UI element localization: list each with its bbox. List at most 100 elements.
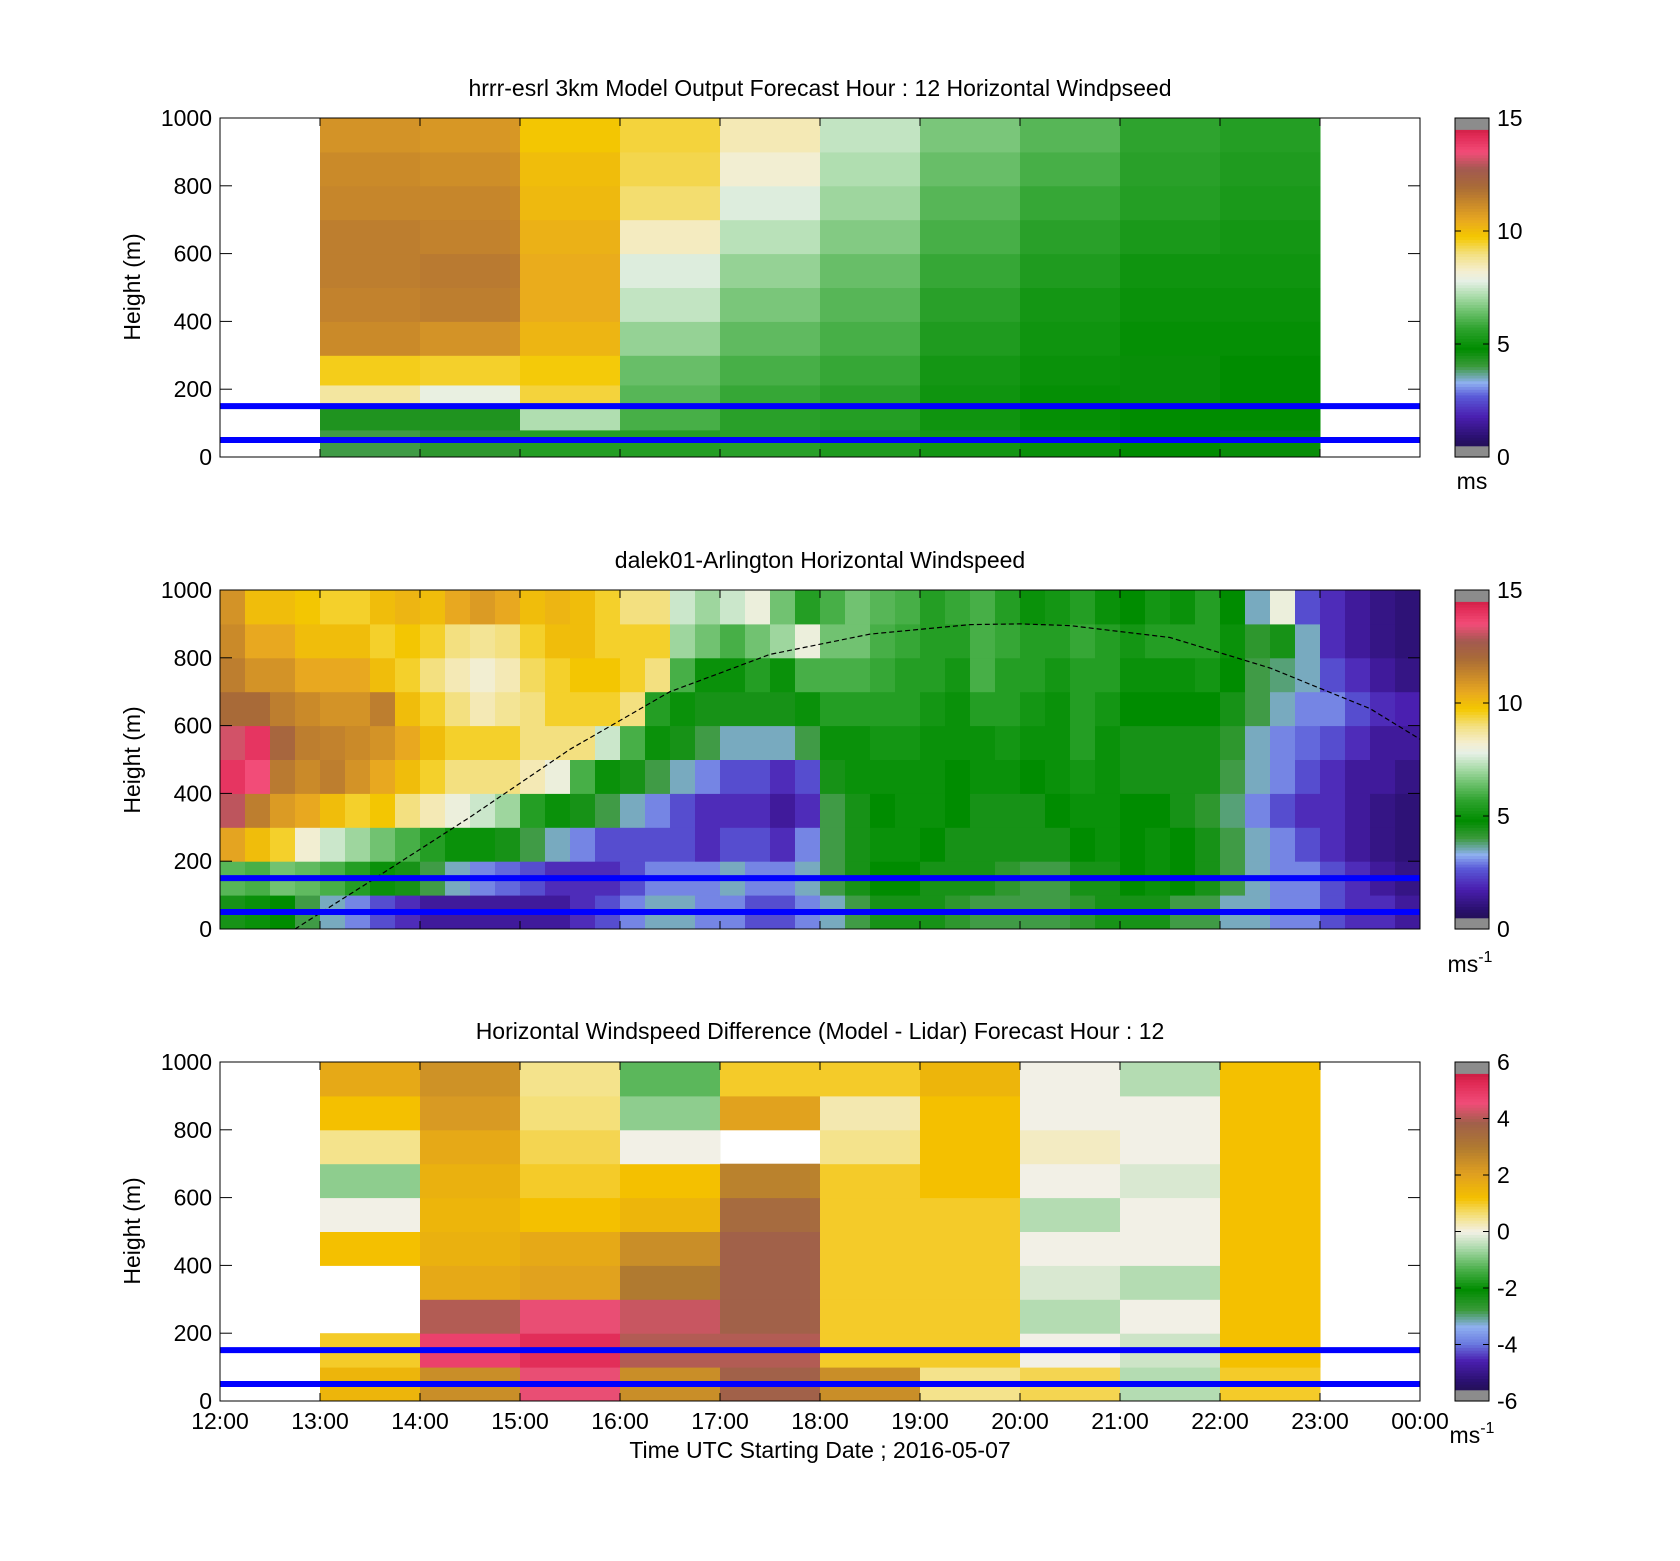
heatmap-cells	[320, 118, 1321, 458]
colorbar-segment	[1455, 767, 1489, 772]
colorbar-segment	[1455, 431, 1489, 435]
colorbar-segment	[1455, 606, 1489, 611]
y-tick-label: 0	[199, 916, 212, 942]
heatmap-cell	[920, 253, 1021, 288]
heatmap-cell	[270, 657, 296, 693]
colorbar-segment	[1455, 253, 1489, 258]
colorbar-segment	[1455, 835, 1489, 840]
colorbar-segment	[1455, 377, 1489, 382]
heatmap-cell	[720, 827, 746, 862]
heatmap-cell	[370, 793, 396, 828]
heatmap-cell	[320, 623, 346, 659]
heatmap-cell	[520, 219, 621, 255]
heatmap-cell	[845, 657, 871, 693]
colorbar-segment	[1455, 1304, 1489, 1309]
heatmap-cell	[320, 657, 346, 693]
heatmap-cell	[1120, 1095, 1221, 1131]
y-tick-label: 0	[199, 444, 212, 470]
colorbar-segment	[1455, 1223, 1489, 1227]
heatmap-cell	[970, 657, 996, 693]
colorbar-segment	[1455, 1242, 1489, 1247]
colorbar-segment	[1455, 1211, 1489, 1216]
colorbar-segment	[1455, 327, 1489, 331]
heatmap-cell	[895, 657, 921, 693]
colorbar-segment	[1455, 1395, 1489, 1399]
colorbar-segment	[1455, 174, 1489, 178]
heatmap-cell	[295, 759, 321, 794]
heatmap-cell	[395, 657, 421, 693]
colorbar-segment	[1455, 1143, 1489, 1148]
colorbar-segment	[1455, 355, 1489, 359]
y-axis-label: Height (m)	[119, 1177, 145, 1284]
colorbar-segment	[1455, 725, 1489, 730]
colorbar-segment	[1455, 1251, 1489, 1255]
heatmap-cell	[320, 118, 421, 153]
heatmap-cell	[520, 657, 546, 693]
heatmap-cell	[520, 1163, 621, 1199]
colorbar-segment	[1455, 615, 1489, 619]
heatmap-cell	[345, 759, 371, 794]
heatmap-cell	[920, 185, 1021, 221]
colorbar-segment	[1455, 191, 1489, 195]
heatmap-cell	[245, 691, 271, 727]
heatmap-cell	[720, 253, 821, 288]
colorbar-segment	[1455, 686, 1489, 690]
heatmap-cell	[1195, 623, 1221, 659]
heatmap-cell	[570, 793, 596, 828]
colorbar-segment	[1455, 649, 1489, 653]
heatmap-cell	[745, 759, 771, 794]
colorbar-tick-label: 5	[1497, 803, 1510, 829]
heatmap-cell	[1120, 1197, 1221, 1232]
heatmap-cell	[920, 827, 946, 862]
colorbar-segment	[1455, 810, 1489, 814]
heatmap-cell	[320, 1197, 421, 1232]
colorbar-segment	[1455, 1273, 1489, 1278]
colorbar-segment	[1455, 321, 1489, 325]
heatmap-cell	[245, 590, 271, 625]
heatmap-cell	[1145, 623, 1171, 659]
heatmap-cell	[1120, 219, 1221, 255]
heatmap-cell	[645, 759, 671, 794]
heatmap-cell	[370, 759, 396, 794]
heatmap-cell	[445, 793, 471, 828]
heatmap-cell	[1120, 151, 1221, 187]
heatmap-cell	[220, 827, 246, 862]
heatmap-cell	[945, 623, 971, 659]
heatmap-cell	[1195, 657, 1221, 693]
heatmap-cell	[1345, 793, 1371, 828]
colorbar: 0 5 10 15	[1454, 105, 1523, 470]
heatmap-cell	[1020, 691, 1046, 727]
colorbar-segment	[1455, 646, 1489, 650]
colorbar-segment	[1455, 406, 1489, 410]
heatmap-cell	[870, 725, 896, 760]
colorbar-segment	[1455, 1262, 1489, 1266]
colorbar-segment	[1455, 380, 1489, 385]
colorbar-segment	[1455, 270, 1489, 274]
heatmap-cell	[1345, 691, 1371, 727]
heatmap-cell	[1170, 623, 1196, 659]
colorbar-segment	[1455, 708, 1489, 713]
heatmap-cell	[1020, 725, 1046, 760]
colorbar-segment	[1455, 1078, 1489, 1083]
heatmap-cell	[495, 793, 521, 828]
colorbar-segment	[1455, 878, 1489, 882]
colorbar-segment	[1455, 691, 1489, 696]
colorbar-segment	[1455, 1259, 1489, 1264]
colorbar-segment	[1455, 1070, 1489, 1074]
heatmap-cell	[320, 405, 421, 431]
heatmap-cell	[245, 623, 271, 659]
heatmap-cell	[1070, 759, 1096, 794]
heatmap-cell	[320, 321, 421, 356]
heatmap-cell	[745, 691, 771, 727]
heatmap-cell	[1320, 793, 1346, 828]
colorbar-segment	[1455, 428, 1489, 433]
colorbar-segment	[1455, 612, 1489, 617]
heatmap-cell	[1345, 623, 1371, 659]
heatmap-cell	[520, 759, 546, 794]
heatmap-cell	[620, 657, 646, 693]
colorbar-segment	[1455, 411, 1489, 416]
heatmap-cell	[995, 623, 1021, 659]
heatmap-cell	[420, 1265, 521, 1300]
heatmap-cell	[295, 725, 321, 760]
heatmap-cell	[620, 1197, 721, 1232]
